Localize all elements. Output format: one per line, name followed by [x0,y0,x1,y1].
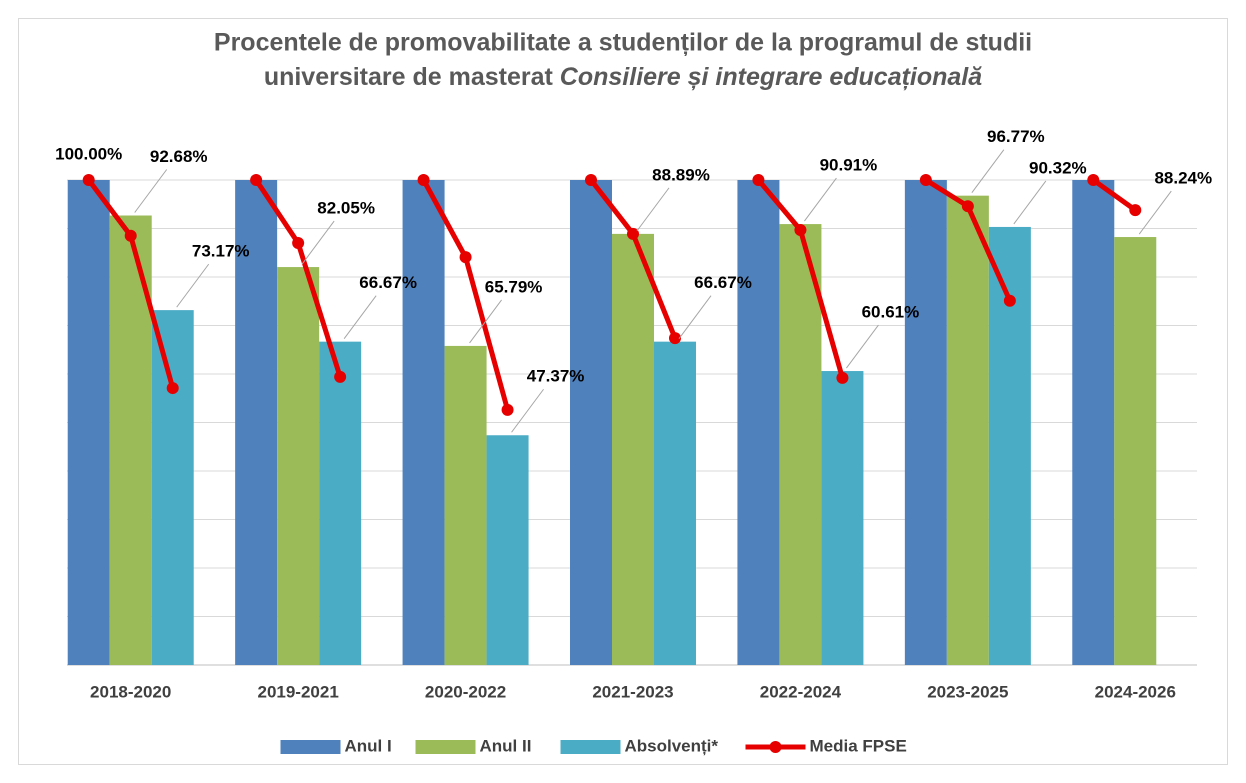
bar [277,267,320,665]
line-marker [501,403,514,416]
legend-label: Absolvenți* [625,736,719,755]
bar [235,180,278,665]
bar [779,224,822,666]
x-tick-label: 2024-2026 [1095,682,1176,701]
line-marker [627,227,639,240]
data-label: 90.32% [1029,158,1087,177]
line-marker [417,174,430,186]
leader-line [804,177,837,222]
bar [570,180,612,665]
chart-title: Consiliere și integrare educațională [560,63,982,91]
leader-line [176,263,210,308]
data-label: 60.61% [862,303,920,322]
line-marker [752,174,765,186]
legend-swatch [415,740,476,754]
line-marker [919,174,932,186]
leader-line [846,324,879,369]
bar [1114,237,1157,665]
chart-title: Procentele de promovabilitate a studenți… [214,29,1032,57]
bar [821,371,864,665]
leader-line [678,295,712,339]
leader-line [343,295,377,339]
bar [486,435,529,665]
legend-label: Anul II [480,736,532,755]
data-label: 100.00% [55,144,122,163]
bar [1072,180,1115,665]
line-marker [250,174,263,186]
chart-title: universitare de masterat [264,63,554,91]
bar [946,195,989,665]
bar [654,341,696,665]
x-tick-label: 2019-2021 [257,682,338,701]
bar [444,345,487,665]
leader-line [1013,180,1047,225]
line-marker [124,229,137,242]
line-marker [166,382,179,395]
data-label: 88.24% [1154,169,1212,188]
leader-line [636,187,670,232]
line-marker [82,174,95,186]
leader-line [469,299,502,344]
line-marker [836,371,849,384]
bar [319,341,362,665]
data-label: 90.91% [820,156,878,175]
line-marker [961,200,974,213]
line-marker [459,251,472,264]
x-tick-label: 2020-2022 [425,682,506,701]
bar [737,180,780,665]
line-marker [1129,204,1142,217]
data-label: 73.17% [192,242,250,261]
line-marker [669,332,681,345]
x-tick-label: 2021-2023 [592,682,673,701]
data-label: 66.67% [694,273,752,292]
line-marker [1003,294,1016,307]
chart-title: universitare de masterat Consiliere și i… [264,63,982,91]
x-tick-label: 2018-2020 [90,682,171,701]
line-marker [585,174,597,186]
leader-line [971,149,1005,193]
line-marker [794,223,807,236]
legend-swatch [769,741,782,753]
leader-line [134,169,168,213]
bar [988,226,1031,665]
line-marker [1087,174,1100,186]
bar [151,310,194,665]
data-label: 65.79% [485,277,543,296]
x-tick-label: 2022-2024 [760,682,842,701]
line-marker [292,237,305,250]
leader-line [1138,190,1172,235]
data-label: 47.37% [527,367,585,386]
leader-line [511,388,544,433]
bar [402,180,445,665]
bar [67,180,110,665]
data-label: 82.05% [317,199,375,218]
data-label: 88.89% [652,165,710,184]
data-label: 92.68% [150,147,208,166]
line-marker [334,370,347,383]
line-series [1091,177,1137,213]
x-tick-label: 2023-2025 [927,682,1008,701]
data-label: 66.67% [359,273,417,292]
data-label: 96.77% [987,127,1045,146]
bar [612,233,654,666]
bar [904,180,947,665]
leader-line [301,220,335,265]
legend-swatch [280,740,341,754]
legend-label: Anul I [345,736,392,755]
legend-label: Media FPSE [810,736,907,755]
legend-swatch [560,740,621,754]
